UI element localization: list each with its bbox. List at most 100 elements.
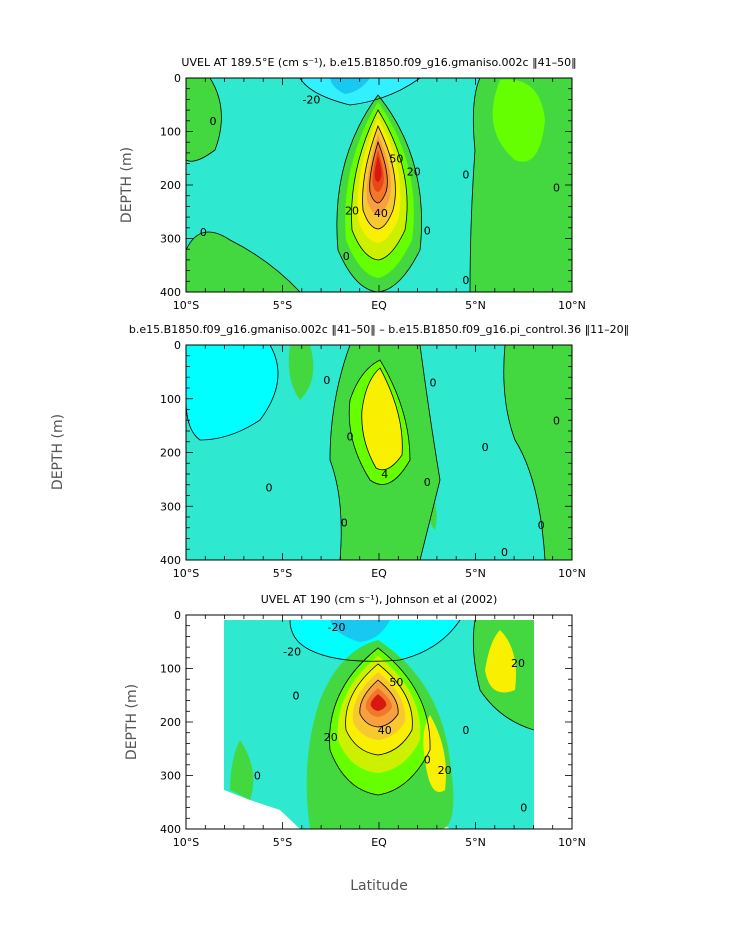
contour-label: -20	[302, 93, 320, 106]
x-tick-label: 10°S	[173, 836, 199, 849]
x-tick-label: 5°S	[273, 567, 292, 580]
x-tick-label: 10°N	[558, 567, 586, 580]
panel-3-strong-westward	[330, 620, 390, 642]
contour-label: 20	[324, 731, 338, 744]
contour-label: 20	[345, 205, 359, 218]
x-tick-label: 10°N	[558, 299, 586, 312]
contour-label: 20	[407, 166, 421, 179]
y-tick-label: 300	[160, 500, 181, 513]
panel-3-ylabel: DEPTH (m)	[124, 684, 140, 760]
panel-1-core-80	[374, 156, 382, 182]
panel-2-ylabel: DEPTH (m)	[50, 414, 66, 490]
y-tick-label: 400	[160, 286, 181, 299]
panel-3: UVEL AT 190 (cm s⁻¹), Johnson et al (200…	[124, 593, 586, 849]
contour-label: 0	[538, 519, 545, 532]
panel-1-contour-field	[186, 78, 572, 292]
contour-label: 4	[381, 468, 388, 481]
y-tick-label: 100	[160, 663, 181, 676]
contour-label: -20	[328, 621, 346, 634]
panel-1-ylabel: DEPTH (m)	[119, 147, 135, 223]
contour-label: 0	[341, 516, 348, 529]
contour-label: 20	[511, 657, 525, 670]
y-tick-label: 200	[160, 716, 181, 729]
contour-label: 0	[424, 476, 431, 489]
panel-2: b.e15.B1850.f09_g16.gmaniso.002c ‖41–50‖…	[50, 323, 629, 580]
panel-3-north-east-jet	[485, 630, 516, 693]
contour-label: 0	[347, 430, 354, 443]
panel-1-positive-region-west	[186, 78, 222, 162]
panel-1-positive-region-southwest	[186, 232, 300, 292]
panel-3-core-80	[370, 694, 387, 711]
x-tick-label: 5°N	[465, 299, 486, 312]
contour-label: 0	[424, 753, 431, 766]
y-tick-label: 400	[160, 554, 181, 567]
contour-label: 40	[374, 207, 388, 220]
x-tick-label: EQ	[371, 567, 387, 580]
panel-1-title: UVEL AT 189.5°E (cm s⁻¹), b.e15.B1850.f0…	[181, 56, 576, 69]
contour-label: 0	[553, 414, 560, 427]
x-tick-label: 10°S	[173, 299, 199, 312]
panel-3-westward-flow	[290, 620, 460, 662]
panel-2-contour-labels: 0 0 0 0 0 0 0 0 0 0 4	[265, 374, 560, 559]
x-tick-label: 5°S	[273, 299, 292, 312]
panel-2-core-4	[361, 368, 403, 470]
y-tick-label: 100	[160, 393, 181, 406]
figure-xlabel: Latitude	[350, 878, 408, 894]
panel-3-title: UVEL AT 190 (cm s⁻¹), Johnson et al (200…	[261, 593, 498, 606]
contour-label: 0	[462, 274, 469, 287]
y-tick-label: 0	[174, 339, 181, 352]
y-tick-label: 300	[160, 770, 181, 783]
x-tick-label: 10°N	[558, 836, 586, 849]
contour-label: 50	[389, 676, 403, 689]
panel-3-contour-field	[186, 615, 572, 829]
panel-2-negative-region-west	[186, 345, 278, 440]
contour-label: 0	[210, 115, 217, 128]
contour-label: 0	[343, 250, 350, 263]
contour-label: 20	[438, 764, 452, 777]
contour-label: 0	[462, 168, 469, 181]
panel-1-strong-positive-east	[492, 79, 545, 162]
panel-1: UVEL AT 189.5°E (cm s⁻¹), b.e15.B1850.f0…	[119, 56, 586, 312]
panel-2-positive-region-east	[503, 345, 572, 560]
x-tick-label: 10°S	[173, 567, 199, 580]
panel-3-north-subsurface-jet	[423, 715, 446, 792]
panel-3-contour-labels: -20 -20 0 0 0 0 0 20 20 20 40 50	[254, 621, 527, 815]
y-tick-label: 200	[160, 179, 181, 192]
contour-label: -20	[283, 645, 301, 658]
y-tick-label: 300	[160, 233, 181, 246]
contour-label: 50	[389, 152, 403, 165]
x-tick-label: EQ	[371, 299, 387, 312]
panel-2-title: b.e15.B1850.f09_g16.gmaniso.002c ‖41–50‖…	[129, 323, 629, 336]
panel-3-south-patch	[230, 740, 254, 800]
contour-label: 40	[378, 724, 392, 737]
x-tick-label: 5°N	[465, 836, 486, 849]
contour-label: 0	[501, 546, 508, 559]
panel-2-contour-field	[186, 345, 572, 560]
x-tick-label: 5°S	[273, 836, 292, 849]
panel-1-contour-labels: -20 0 0 0 0 0 0 0 20 20 40 50	[200, 93, 560, 287]
panel-1-westward-flow	[300, 78, 420, 105]
contour-label: 0	[424, 224, 431, 237]
contour-label: 0	[265, 481, 272, 494]
contour-label: 0	[200, 226, 207, 239]
x-tick-label: 5°N	[465, 567, 486, 580]
contour-label: 0	[430, 377, 437, 390]
contour-label: 0	[254, 770, 261, 783]
contour-label: 0	[323, 374, 330, 387]
panel-2-positive-strip-west	[288, 345, 314, 400]
contour-label: 0	[553, 182, 560, 195]
y-tick-label: 0	[174, 72, 181, 85]
contour-label: 0	[520, 802, 527, 815]
y-tick-label: 100	[160, 126, 181, 139]
contour-label: 0	[462, 724, 469, 737]
y-tick-label: 400	[160, 823, 181, 836]
x-tick-label: EQ	[371, 836, 387, 849]
contour-label: 0	[293, 689, 300, 702]
contour-label: 0	[482, 441, 489, 454]
y-tick-label: 0	[174, 609, 181, 622]
y-tick-label: 200	[160, 447, 181, 460]
